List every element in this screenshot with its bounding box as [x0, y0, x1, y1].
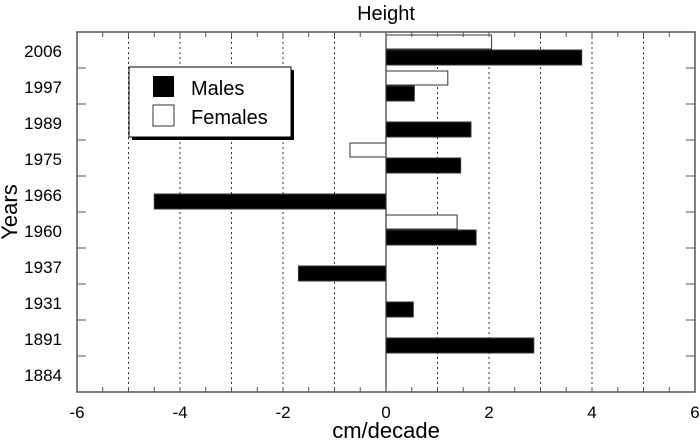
- bar-females-1960: [385, 214, 458, 230]
- x-tick-label: 0: [381, 403, 390, 422]
- x-tick-label: -4: [172, 403, 187, 422]
- axis-ticks: [76, 32, 696, 392]
- chart-title: Height: [357, 3, 415, 25]
- bar-males-2006: [385, 49, 583, 66]
- legend: Males Females: [128, 66, 294, 140]
- bar-females-2006: [385, 34, 493, 50]
- legend-swatch-females: [152, 104, 175, 127]
- bar-females-1975: [349, 142, 387, 158]
- x-tick-labels: -6 -4 -2 0 2 4 6: [69, 403, 699, 422]
- y-tick-label: 1989: [24, 114, 62, 133]
- y-tick-label: 1960: [24, 222, 62, 241]
- y-tick-label: 1997: [24, 78, 62, 97]
- bars: [153, 34, 583, 354]
- y-tick-label: 1975: [24, 150, 62, 169]
- legend-label-females: Females: [191, 107, 268, 129]
- x-tick-label: -2: [275, 403, 290, 422]
- bar-males-1975: [385, 157, 462, 174]
- bar-males-1989: [385, 121, 472, 138]
- y-tick-label: 1884: [24, 366, 62, 385]
- x-tick-label: 6: [690, 403, 699, 422]
- bar-males-1891: [385, 337, 535, 354]
- bar-males-1931: [385, 301, 414, 318]
- bar-males-1997: [385, 85, 415, 102]
- x-tick-label: 2: [484, 403, 493, 422]
- y-tick-labels: 2006 1997 1989 1975 1966 1960 1937 1931 1891 1884: [24, 42, 62, 385]
- y-tick-label: 1891: [24, 330, 62, 349]
- y-tick-label: 1931: [24, 294, 62, 313]
- y-tick-label: 1966: [24, 186, 62, 205]
- x-tick-label: -6: [69, 403, 84, 422]
- bar-males-1960: [385, 229, 477, 246]
- legend-label-males: Males: [191, 78, 244, 100]
- legend-swatch-males: [153, 76, 174, 97]
- y-axis-label: Years: [0, 184, 22, 239]
- y-tick-label: 1937: [24, 258, 62, 277]
- y-tick-label: 2006: [24, 42, 62, 61]
- bar-females-1997: [385, 70, 449, 86]
- bar-males-1937: [297, 265, 387, 282]
- bar-males-1966: [153, 193, 387, 210]
- x-tick-label: 4: [587, 403, 596, 422]
- x-axis-label: cm/decade: [332, 418, 440, 441]
